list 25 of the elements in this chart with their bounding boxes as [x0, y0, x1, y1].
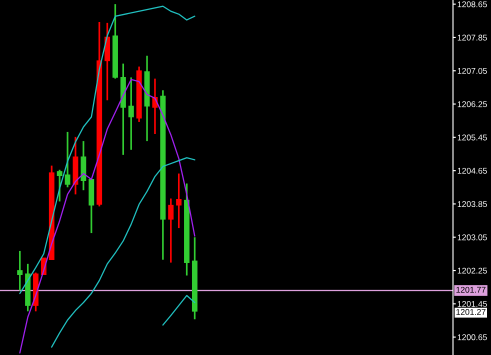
candlestick [64, 131, 70, 188]
candlestick [56, 168, 62, 202]
line-series [162, 294, 196, 326]
y-tick-label: 1202.25 [458, 268, 487, 274]
y-tick-label: 1207.05 [458, 68, 487, 74]
line-series [51, 157, 196, 348]
text: 1201.27 [456, 309, 486, 315]
candlestick [168, 198, 174, 264]
y-tick-label: 1200.65 [458, 334, 487, 340]
candlestick [128, 76, 134, 151]
candlestick [176, 172, 182, 229]
candlestick [17, 250, 23, 292]
line-series [19, 78, 196, 354]
line-series [19, 6, 196, 294]
y-tick-label: 1207.85 [458, 34, 487, 41]
y-tick-label: 1201.45 [458, 301, 487, 307]
y-tick-label: 1208.65 [458, 1, 487, 8]
y-tick-label: 1204.65 [458, 168, 487, 174]
y-tick-label: 1203.85 [458, 201, 487, 208]
y-tick-label: 1205.45 [458, 134, 487, 140]
candlestick [80, 140, 86, 192]
y-tick-label: 1203.05 [458, 234, 487, 240]
ref-line-label: 1201.77 [456, 286, 486, 293]
y-tick-label: 1206.25 [458, 101, 487, 108]
candlestick [104, 22, 110, 102]
